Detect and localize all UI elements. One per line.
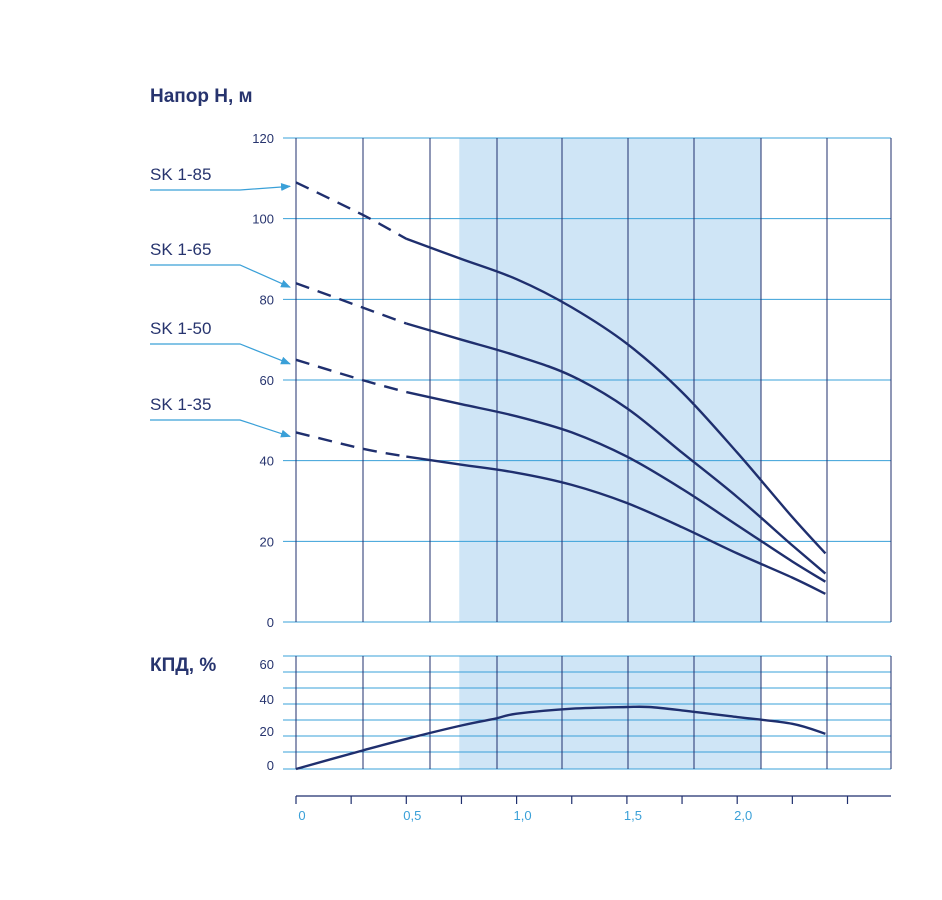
series-label-arrow — [150, 183, 291, 192]
series-label: SK 1-85 — [150, 165, 211, 184]
efficiency-y-axis: 0 20 40 60 — [260, 657, 274, 773]
head-y-tick-label: 80 — [260, 292, 274, 307]
head-series-group — [295, 181, 827, 595]
series-label: SK 1-65 — [150, 240, 211, 259]
head-series-labels: SK 1-85 SK 1-65 SK 1-50 SK 1-35 — [150, 165, 291, 438]
efficiency-y-tick-label: 20 — [260, 724, 274, 739]
x-tick-label: 1,0 — [514, 808, 532, 823]
head-curve-dashed — [295, 431, 407, 458]
flow-x-axis: 0 0,5 1,0 1,5 2,0 — [295, 795, 891, 823]
series-label-arrow — [150, 264, 291, 288]
series-label: SK 1-35 — [150, 395, 211, 414]
efficiency-y-tick-label: 60 — [260, 657, 274, 672]
x-tick-label: 2,0 — [734, 808, 752, 823]
efficiency-chart-title: КПД, % — [150, 655, 216, 676]
efficiency-series-group — [295, 705, 826, 771]
x-tick-label: 0 — [298, 808, 305, 823]
head-curve — [406, 390, 827, 583]
head-y-axis: 0 20 40 60 80 100 120 — [252, 131, 274, 630]
head-y-tick-label: 100 — [252, 212, 274, 227]
series-label: SK 1-50 — [150, 319, 211, 338]
head-curve — [405, 322, 827, 575]
x-tick-label: 1,5 — [624, 808, 642, 823]
efficiency-curve — [295, 705, 826, 771]
series-label-arrow — [150, 419, 291, 438]
efficiency-grid — [283, 655, 892, 770]
head-curve — [406, 455, 826, 595]
head-chart-title: Напор H, м — [150, 86, 253, 107]
efficiency-zone-rect — [459, 656, 762, 769]
head-curve-dashed — [295, 282, 407, 325]
series-label-arrow — [150, 343, 291, 365]
efficiency-y-tick-label: 40 — [260, 692, 274, 707]
head-y-tick-label: 60 — [260, 373, 274, 388]
head-chart: Напор H, м 0 20 40 60 80 100 120 SK 1-85 SK 1-6… — [150, 86, 892, 630]
head-grid — [283, 137, 892, 623]
x-tick-label: 0,5 — [403, 808, 421, 823]
head-y-tick-label: 120 — [252, 131, 274, 146]
head-curve-dashed — [295, 358, 407, 394]
head-y-tick-label: 20 — [260, 534, 274, 549]
efficiency-y-tick-label: 0 — [267, 758, 274, 773]
head-y-tick-label: 0 — [267, 615, 274, 630]
efficiency-highlight-zone — [459, 656, 762, 769]
head-curve — [405, 237, 827, 555]
efficiency-chart: КПД, % 0 20 40 60 — [150, 655, 892, 773]
head-y-tick-label: 40 — [260, 454, 274, 469]
head-curve-dashed — [295, 181, 407, 240]
